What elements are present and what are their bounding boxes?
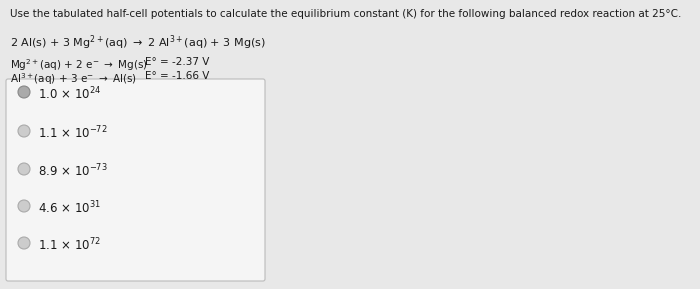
- Text: Al$^{3+}$(aq) + 3 e$^{-}$ $\rightarrow$ Al(s): Al$^{3+}$(aq) + 3 e$^{-}$ $\rightarrow$ …: [10, 71, 137, 87]
- Text: Mg$^{2+}$(aq) + 2 e$^{-}$ $\rightarrow$ Mg(s): Mg$^{2+}$(aq) + 2 e$^{-}$ $\rightarrow$ …: [10, 57, 148, 73]
- Text: 1.1 $\times$ 10$^{72}$: 1.1 $\times$ 10$^{72}$: [38, 237, 101, 254]
- Text: 2 Al(s) + 3 Mg$^{2+}$(aq) $\rightarrow$ 2 Al$^{3+}$(aq) + 3 Mg(s): 2 Al(s) + 3 Mg$^{2+}$(aq) $\rightarrow$ …: [10, 33, 266, 52]
- FancyBboxPatch shape: [6, 79, 265, 281]
- Text: E° = -1.66 V: E° = -1.66 V: [145, 71, 209, 81]
- Circle shape: [18, 125, 30, 137]
- Text: 1.1 $\times$ 10$^{-72}$: 1.1 $\times$ 10$^{-72}$: [38, 125, 108, 142]
- Circle shape: [18, 237, 30, 249]
- Text: 8.9 $\times$ 10$^{-73}$: 8.9 $\times$ 10$^{-73}$: [38, 163, 108, 179]
- Text: Use the tabulated half-cell potentials to calculate the equilibrium constant (K): Use the tabulated half-cell potentials t…: [10, 9, 681, 19]
- Circle shape: [18, 86, 30, 98]
- Text: E° = -2.37 V: E° = -2.37 V: [145, 57, 209, 67]
- Circle shape: [18, 200, 30, 212]
- Text: 4.6 $\times$ 10$^{31}$: 4.6 $\times$ 10$^{31}$: [38, 200, 101, 216]
- Circle shape: [18, 163, 30, 175]
- Text: 1.0 $\times$ 10$^{24}$: 1.0 $\times$ 10$^{24}$: [38, 86, 101, 103]
